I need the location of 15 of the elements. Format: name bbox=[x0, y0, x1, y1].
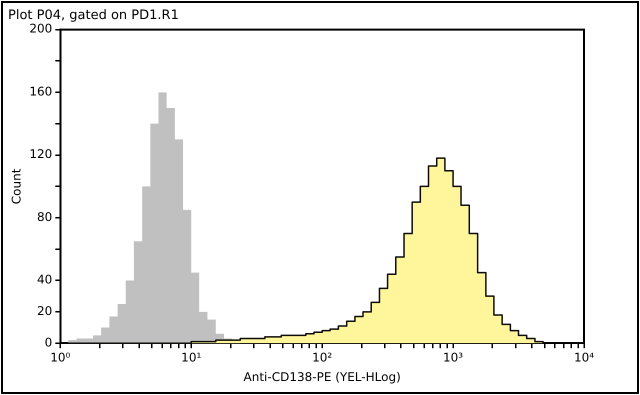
y-tick-label: 40 bbox=[37, 272, 52, 287]
chart-title: Plot P04, gated on PD1.R1 bbox=[8, 8, 179, 24]
x-tick-label: 10¹ bbox=[181, 350, 202, 365]
x-tick-label: 10² bbox=[312, 350, 332, 365]
x-tick-label: 10³ bbox=[443, 350, 464, 365]
y-tick-label: 20 bbox=[37, 304, 52, 318]
x-tick-label: 10⁴ bbox=[574, 350, 594, 365]
y-tick-label: 120 bbox=[29, 147, 52, 162]
x-axis-title: Anti-CD138-PE (YEL-HLog) bbox=[244, 370, 401, 384]
y-axis-title: Count bbox=[9, 168, 24, 204]
y-tick-label: 0 bbox=[44, 335, 52, 350]
y-tick-label: 160 bbox=[29, 84, 52, 98]
y-tick-label: 200 bbox=[29, 22, 52, 36]
y-tick-label: 80 bbox=[37, 210, 52, 224]
x-tick-label: 10⁰ bbox=[50, 350, 71, 365]
